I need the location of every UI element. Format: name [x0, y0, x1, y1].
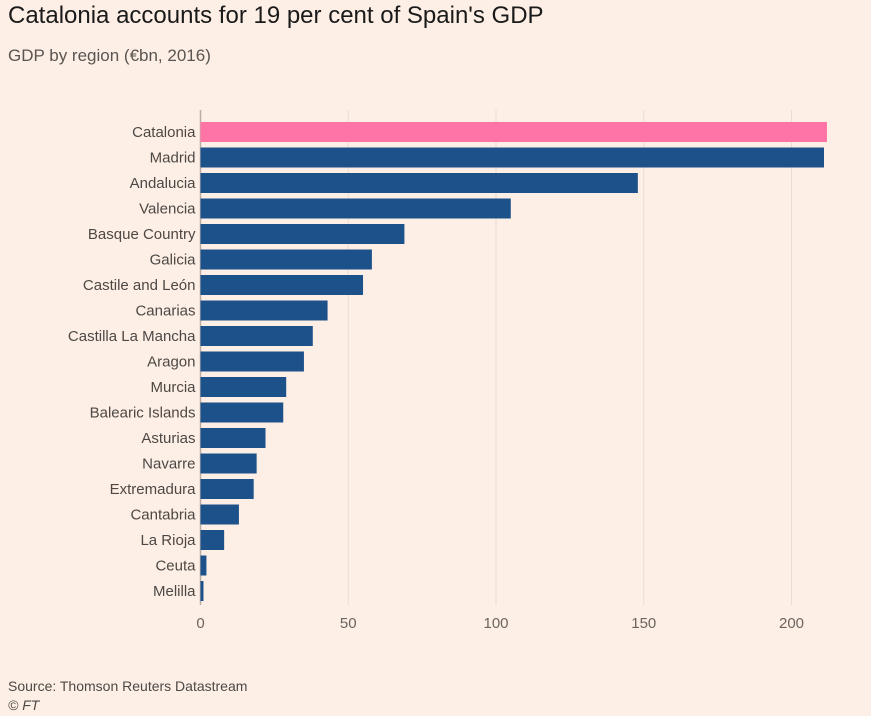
- x-tick-label: 150: [631, 615, 656, 632]
- bar-ceuta: [200, 555, 207, 576]
- category-label: Galicia: [150, 252, 197, 269]
- bar-galicia: [200, 249, 372, 270]
- bar-melilla: [200, 581, 204, 601]
- bar-valencia: [200, 198, 511, 219]
- bar-chart: 0 50 100 150 200 Catalonia Madrid Andalucia Vale…: [68, 110, 827, 632]
- category-label: Asturias: [141, 430, 195, 447]
- x-tick-label: 100: [483, 615, 508, 632]
- category-label: Canarias: [135, 303, 195, 320]
- category-label: Melilla: [153, 583, 196, 600]
- bar-extremadura: [200, 479, 254, 499]
- bar-la-rioja: [200, 530, 225, 550]
- bar-murcia: [200, 377, 287, 397]
- category-label: La Rioja: [140, 532, 196, 549]
- bar-navarre: [200, 453, 257, 474]
- bar-balearic-islands: [200, 402, 284, 423]
- category-label: Basque Country: [88, 226, 196, 243]
- x-tick-label: 0: [196, 615, 204, 632]
- bar-asturias: [200, 428, 266, 448]
- bar-andalucia: [200, 173, 638, 193]
- x-tick-label: 200: [779, 615, 804, 632]
- category-label: Madrid: [150, 150, 196, 167]
- bar-aragon: [200, 351, 304, 372]
- category-label: Castilla La Mancha: [68, 328, 196, 345]
- chart-subtitle: GDP by region (€bn, 2016): [8, 46, 211, 65]
- x-tick-label: 50: [340, 615, 357, 632]
- bar-canarias: [200, 300, 328, 321]
- category-label: Extremadura: [110, 481, 197, 498]
- category-label: Andalucia: [130, 175, 197, 192]
- source-note: Source: Thomson Reuters Datastream: [8, 678, 248, 694]
- category-label: Ceuta: [155, 558, 196, 575]
- bar-basque-country: [200, 224, 405, 244]
- bar-castilla-la-mancha: [200, 326, 313, 346]
- bar-madrid: [200, 147, 825, 168]
- bar-cantabria: [200, 504, 239, 525]
- bar-castile-and-le-n: [200, 275, 364, 295]
- category-label: Cantabria: [130, 507, 196, 524]
- category-label: Navarre: [142, 456, 195, 473]
- category-label: Aragon: [147, 354, 195, 371]
- category-label: Balearic Islands: [90, 405, 196, 422]
- chart-title: Catalonia accounts for 19 per cent of Sp…: [8, 2, 544, 29]
- bar-catalonia: [200, 122, 827, 142]
- category-label: Catalonia: [132, 124, 196, 141]
- ft-credit: © FT: [8, 697, 40, 713]
- category-label: Murcia: [150, 379, 196, 396]
- category-label: Valencia: [139, 201, 196, 218]
- category-label: Castile and León: [83, 277, 196, 294]
